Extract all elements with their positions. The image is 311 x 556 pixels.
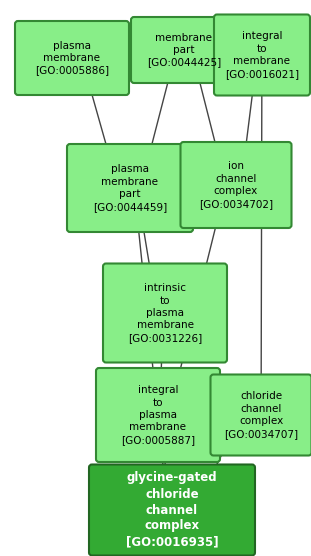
Text: plasma
membrane
[GO:0005886]: plasma membrane [GO:0005886] <box>35 41 109 76</box>
Text: membrane
part
[GO:0044425]: membrane part [GO:0044425] <box>147 33 221 67</box>
FancyBboxPatch shape <box>96 368 220 462</box>
Text: integral
to
plasma
membrane
[GO:0005887]: integral to plasma membrane [GO:0005887] <box>121 385 195 445</box>
Text: chloride
channel
complex
[GO:0034707]: chloride channel complex [GO:0034707] <box>224 391 298 439</box>
FancyBboxPatch shape <box>67 144 193 232</box>
Text: intrinsic
to
plasma
membrane
[GO:0031226]: intrinsic to plasma membrane [GO:0031226… <box>128 283 202 343</box>
FancyBboxPatch shape <box>15 21 129 95</box>
Text: glycine-gated
chloride
channel
complex
[GO:0016935]: glycine-gated chloride channel complex [… <box>126 471 218 549</box>
FancyBboxPatch shape <box>89 464 255 555</box>
Text: integral
to
membrane
[GO:0016021]: integral to membrane [GO:0016021] <box>225 31 299 78</box>
FancyBboxPatch shape <box>211 375 311 455</box>
FancyBboxPatch shape <box>103 264 227 363</box>
FancyBboxPatch shape <box>214 14 310 96</box>
Text: plasma
membrane
part
[GO:0044459]: plasma membrane part [GO:0044459] <box>93 165 167 212</box>
FancyBboxPatch shape <box>131 17 237 83</box>
Text: ion
channel
complex
[GO:0034702]: ion channel complex [GO:0034702] <box>199 161 273 208</box>
FancyBboxPatch shape <box>180 142 291 228</box>
